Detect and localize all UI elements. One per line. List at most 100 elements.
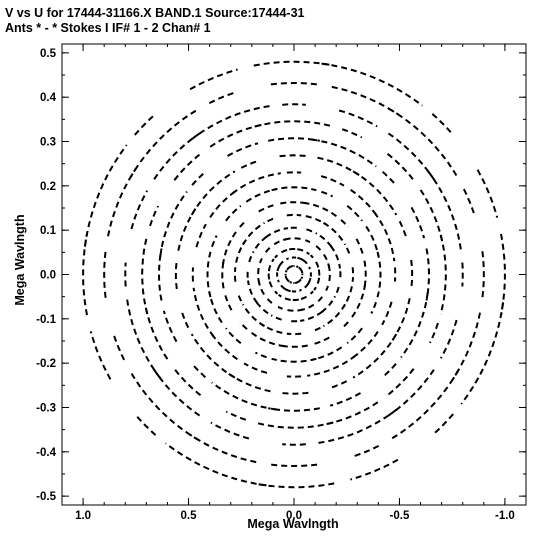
uv-track-arc: [249, 331, 285, 348]
uv-track-arc: [173, 368, 202, 396]
uv-track-arc: [305, 215, 328, 226]
uv-track-arc: [306, 228, 318, 235]
x-tick-label: 1.0: [75, 510, 91, 522]
y-tick-label: -0.3: [36, 402, 56, 414]
uv-track-arc: [376, 251, 382, 298]
uv-track-arc: [331, 380, 348, 389]
uv-track-arc: [153, 132, 201, 180]
uv-track-arc: [315, 261, 320, 269]
uv-track-arc: [277, 279, 280, 283]
uv-track-arc: [322, 303, 346, 327]
uv-track-arc: [297, 248, 310, 256]
uv-track-arc: [308, 266, 311, 270]
uv-track-arc: [264, 296, 273, 304]
uv-track-arc: [323, 253, 331, 268]
x-tick-label: -0.5: [390, 510, 410, 522]
uv-track-arc: [253, 60, 335, 67]
uv-track-arc: [297, 256, 304, 262]
uv-track-arc: [286, 278, 290, 283]
uv-track-arc: [355, 238, 365, 256]
uv-tracks: [82, 60, 506, 489]
uv-track-arc: [258, 203, 276, 213]
uv-track-arc: [278, 282, 287, 291]
plot-frame: [61, 43, 527, 506]
uv-track-arc: [264, 245, 273, 253]
uv-track-arc: [439, 234, 447, 315]
uv-track-arc: [221, 229, 238, 266]
uv-track-arc: [221, 260, 225, 289]
uv-track-arc: [476, 169, 499, 218]
uv-track-arc: [307, 277, 312, 285]
uv-track-arc: [398, 220, 407, 237]
uv-track-arc: [162, 310, 178, 343]
uv-track-arc: [270, 81, 318, 86]
uv-track-arc: [387, 369, 435, 417]
uv-track-arc: [242, 222, 266, 246]
uv-track-arc: [225, 410, 247, 421]
uv-track-arc: [268, 137, 320, 142]
uv-track-arc: [267, 269, 271, 280]
uv-track-arc: [257, 264, 261, 285]
uv-track-arc: [342, 286, 353, 308]
uv-track-arc: [388, 107, 460, 180]
uv-track-arc: [346, 327, 363, 344]
uv-track-arc: [386, 153, 415, 181]
uv-track-arc: [299, 268, 304, 274]
uv-track-arc: [257, 281, 265, 296]
uv-track-arc: [128, 107, 200, 180]
uv-track-arc: [210, 421, 250, 440]
uv-track-arc: [350, 283, 367, 320]
uv-track-arc: [190, 333, 236, 379]
uv-track-arc: [192, 287, 215, 338]
uv-track-arc: [320, 175, 345, 187]
uv-track-arc: [365, 225, 380, 258]
uv-track-arc: [280, 344, 308, 348]
y-tick-label: -0.5: [36, 491, 56, 503]
uv-track-arc: [363, 260, 367, 289]
uv-track-arc: [191, 363, 207, 379]
uv-track-arc: [159, 191, 188, 257]
chart-title-line1: V vs U for 17444-31166.X BAND.1 Source:1…: [5, 6, 305, 20]
uv-track-arc: [284, 237, 304, 241]
uv-track-arc: [231, 172, 281, 195]
y-tick-label: 0.2: [40, 181, 56, 193]
uv-track-arc: [381, 363, 397, 379]
uv-track-arc: [340, 219, 349, 228]
y-tick-label: 0.5: [40, 48, 57, 60]
uv-track-arc: [208, 291, 223, 324]
uv-track-arc: [267, 217, 276, 223]
uv-track-arc: [128, 369, 200, 442]
uv-track-arc: [317, 269, 321, 280]
uv-track-arc: [350, 331, 379, 361]
uv-track-arc: [265, 227, 289, 239]
uv-track-arc: [309, 290, 314, 295]
uv-track-arc: [315, 296, 324, 304]
uv-track-arc: [460, 302, 505, 405]
uv-track-arc: [103, 251, 107, 298]
uv-track-arc: [286, 213, 302, 217]
uv-track-arc: [253, 482, 335, 489]
uv-track-arc: [254, 421, 334, 429]
uv-track-arc: [309, 254, 314, 259]
uv-track-arc: [278, 293, 291, 301]
uv-track-arc: [340, 321, 349, 330]
uv-track-arc: [211, 381, 277, 411]
uv-track-arc: [286, 257, 289, 261]
uv-track-arc: [350, 458, 399, 481]
uv-track-arc: [280, 201, 308, 205]
uv-track-arc: [319, 234, 334, 249]
uv-track-arc: [286, 332, 302, 336]
uv-track-arc: [268, 407, 320, 412]
uv-track-arc: [276, 264, 281, 272]
uv-track-arc: [300, 303, 315, 311]
uv-track-arc: [381, 301, 393, 326]
uv-track-arc: [301, 258, 310, 267]
uv-track-arc: [240, 160, 257, 169]
uv-track-arc: [311, 138, 377, 168]
uv-track-arc: [462, 188, 475, 215]
uv-track-arc: [300, 276, 304, 280]
uv-track-arc: [310, 346, 343, 361]
uv-track-arc: [312, 336, 330, 346]
uv-track-arc: [299, 310, 323, 322]
uv-track-arc: [273, 238, 288, 246]
